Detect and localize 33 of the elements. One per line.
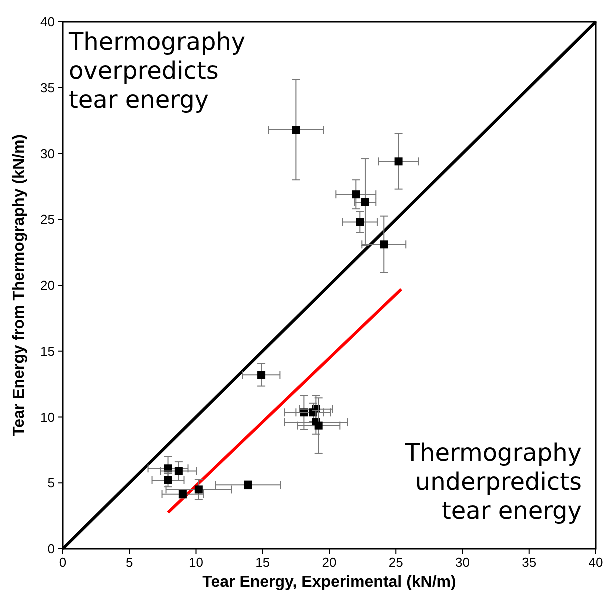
point: [356, 218, 364, 226]
annotation: Thermography underpredicts tear energy: [404, 439, 582, 525]
x-axis-title: Tear Energy, Experimental (kN/m): [202, 574, 456, 591]
y-tick-label: 10: [40, 410, 55, 425]
point: [314, 422, 323, 430]
y-tick-label: 40: [40, 14, 55, 30]
y-tick-label: 35: [40, 80, 55, 96]
y-axis-title: Tear Energy from Thermography (kN/m): [11, 134, 28, 436]
point: [394, 158, 403, 166]
y-tick-label: 25: [40, 212, 55, 228]
x-tick-label: 40: [588, 555, 604, 570]
x-tick-label: 20: [322, 555, 337, 570]
point: [352, 190, 360, 199]
x-tick-label: 5: [126, 555, 134, 570]
point: [292, 126, 300, 134]
x-tick-label: 15: [256, 555, 270, 570]
x-tick-label: 30: [456, 555, 470, 570]
y-tick-label: 30: [40, 146, 55, 162]
point: [164, 476, 172, 484]
y-tick-label: 5: [48, 476, 55, 491]
x-tick-label: 0: [59, 555, 67, 570]
y-tick-label: 0: [48, 542, 55, 556]
y-tick-label: 15: [40, 344, 55, 359]
x-tick-label: 25: [388, 555, 404, 570]
point: [380, 240, 388, 249]
annotation: Thermography overpredicts tear energy: [68, 28, 246, 114]
x-tick-label: 10: [189, 555, 204, 570]
point: [174, 467, 183, 476]
point: [258, 371, 266, 380]
point: [194, 486, 203, 494]
x-tick-label: 35: [522, 555, 537, 570]
y-tick-label: 20: [40, 278, 55, 293]
point: [361, 198, 370, 206]
